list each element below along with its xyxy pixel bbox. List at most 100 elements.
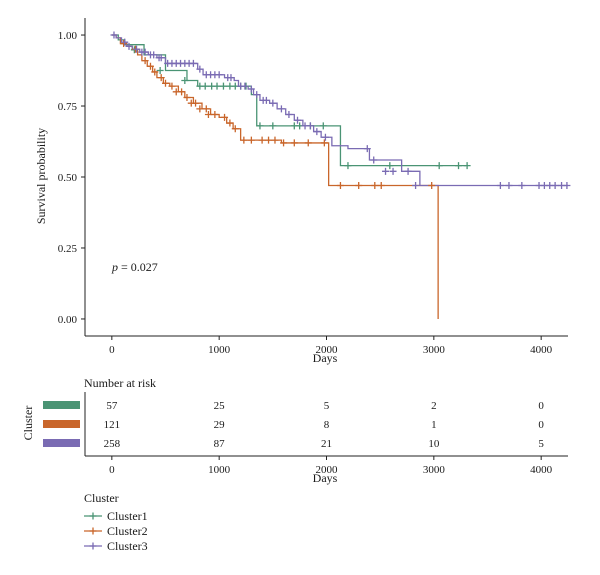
y-tick-label: 0.75 [58,101,78,113]
risk-cell: 0 [538,400,544,412]
p-value-text: = 0.027 [118,260,158,274]
censor-mark-cluster3 [150,51,158,59]
risk-table-title: Number at risk [84,376,156,390]
legend-item-cluster3: Cluster3 [84,539,148,553]
censor-mark-cluster2 [151,68,159,76]
censor-mark-cluster3 [404,167,412,175]
censor-mark-cluster1 [344,162,352,170]
censor-mark-cluster3 [294,116,302,124]
censor-mark-cluster2 [355,182,363,190]
censor-mark-cluster3 [306,122,314,130]
censor-mark-cluster2 [271,136,279,144]
risk-cell: 2 [431,400,437,412]
censor-mark-cluster2 [183,94,191,101]
censor-mark-cluster3 [313,128,321,136]
x-axis-ticks: 0 1000 2000 3000 4000 [109,336,553,356]
censor-mark-cluster2 [211,111,219,119]
censor-mark-cluster3 [363,145,371,153]
censor-mark-cluster2 [168,82,176,90]
censor-mark-cluster3 [189,59,197,67]
censor-mark-cluster1 [256,122,264,130]
legend-label: Cluster2 [107,524,148,538]
censor-mark-cluster3 [518,182,526,190]
censor-mark-cluster3 [370,156,378,164]
censor-mark-cluster1 [156,67,164,75]
censor-mark-cluster1 [269,122,277,130]
censor-mark-cluster3 [277,105,285,113]
censor-mark-cluster2 [196,105,204,113]
censor-mark-cluster3 [125,42,133,50]
censor-mark-cluster2 [304,139,312,147]
censor-mark-cluster1 [181,76,189,84]
censor-mark-cluster2 [320,139,328,147]
censor-mark-cluster2 [336,182,344,190]
censor-mark-cluster2 [240,136,248,144]
censor-mark-cluster3 [247,85,255,93]
censor-mark-cluster3 [253,91,261,99]
x-tick-label: 4000 [530,344,553,356]
x-axis-label: Days [313,351,338,365]
p-value-annotation: p = 0.027 [111,260,158,274]
y-tick-label: 0.50 [58,172,78,184]
risk-x-tick-label: 4000 [530,464,553,476]
risk-cell: 29 [214,419,226,431]
risk-x-tick-label: 0 [109,464,115,476]
x-tick-label: 1000 [208,344,231,356]
y-tick-label: 0.25 [58,243,78,255]
censor-mark-cluster1 [201,82,209,90]
censor-mark-cluster3 [121,38,129,46]
censor-mark-cluster3 [285,111,293,119]
censor-mark-cluster2 [258,136,266,144]
legend-item-cluster2: Cluster2 [84,524,148,538]
legend-item-cluster1: Cluster1 [84,509,148,523]
risk-swatch-cluster1 [43,401,80,409]
censor-mark-cluster1 [455,162,463,170]
censor-mark-cluster3 [505,182,513,190]
censor-mark-cluster2 [141,57,149,65]
censor-mark-cluster2 [371,182,379,190]
risk-x-tick-label: 2000 [316,464,339,476]
p-value-symbol: p [111,260,118,274]
censor-mark-cluster3 [321,133,329,141]
censor-mark-cluster3 [141,48,149,56]
risk-x-tick-label: 1000 [208,464,231,476]
censor-mark-cluster2 [157,74,165,82]
censor-mark-cluster2 [178,88,186,96]
censor-mark-cluster2 [192,99,200,107]
censor-marks [110,31,571,190]
censor-mark-cluster3 [215,71,223,79]
censor-mark-cluster2 [146,62,154,70]
risk-cell: 8 [324,419,330,431]
risk-cell: 121 [104,419,121,431]
risk-x-tick-label: 3000 [423,464,446,476]
risk-cell: 21 [321,438,332,450]
risk-cell: 10 [428,438,440,450]
risk-cell: 5 [324,400,330,412]
risk-table-x-label: Days [313,471,338,485]
censor-mark-cluster1 [463,162,471,170]
censor-mark-cluster3 [110,31,118,39]
legend-censor-mark [89,542,97,550]
risk-swatch-cluster3 [43,439,80,447]
legend-label: Cluster1 [107,509,148,523]
censor-mark-cluster3 [389,167,397,175]
risk-cell: 87 [214,438,226,450]
censor-mark-cluster1 [386,162,394,170]
censor-mark-cluster2 [221,113,229,121]
censor-mark-cluster2 [202,105,210,113]
censor-mark-cluster3 [551,182,559,190]
x-tick-label: 2000 [316,344,339,356]
censor-mark-cluster3 [412,182,420,190]
censor-mark-cluster3 [496,182,504,190]
risk-table-x-ticks: 0 1000 2000 3000 4000 [109,456,553,476]
survival-curves [111,34,568,319]
risk-table-swatches [43,401,80,447]
x-tick-label: 0 [109,344,115,356]
censor-mark-cluster2 [377,182,385,190]
